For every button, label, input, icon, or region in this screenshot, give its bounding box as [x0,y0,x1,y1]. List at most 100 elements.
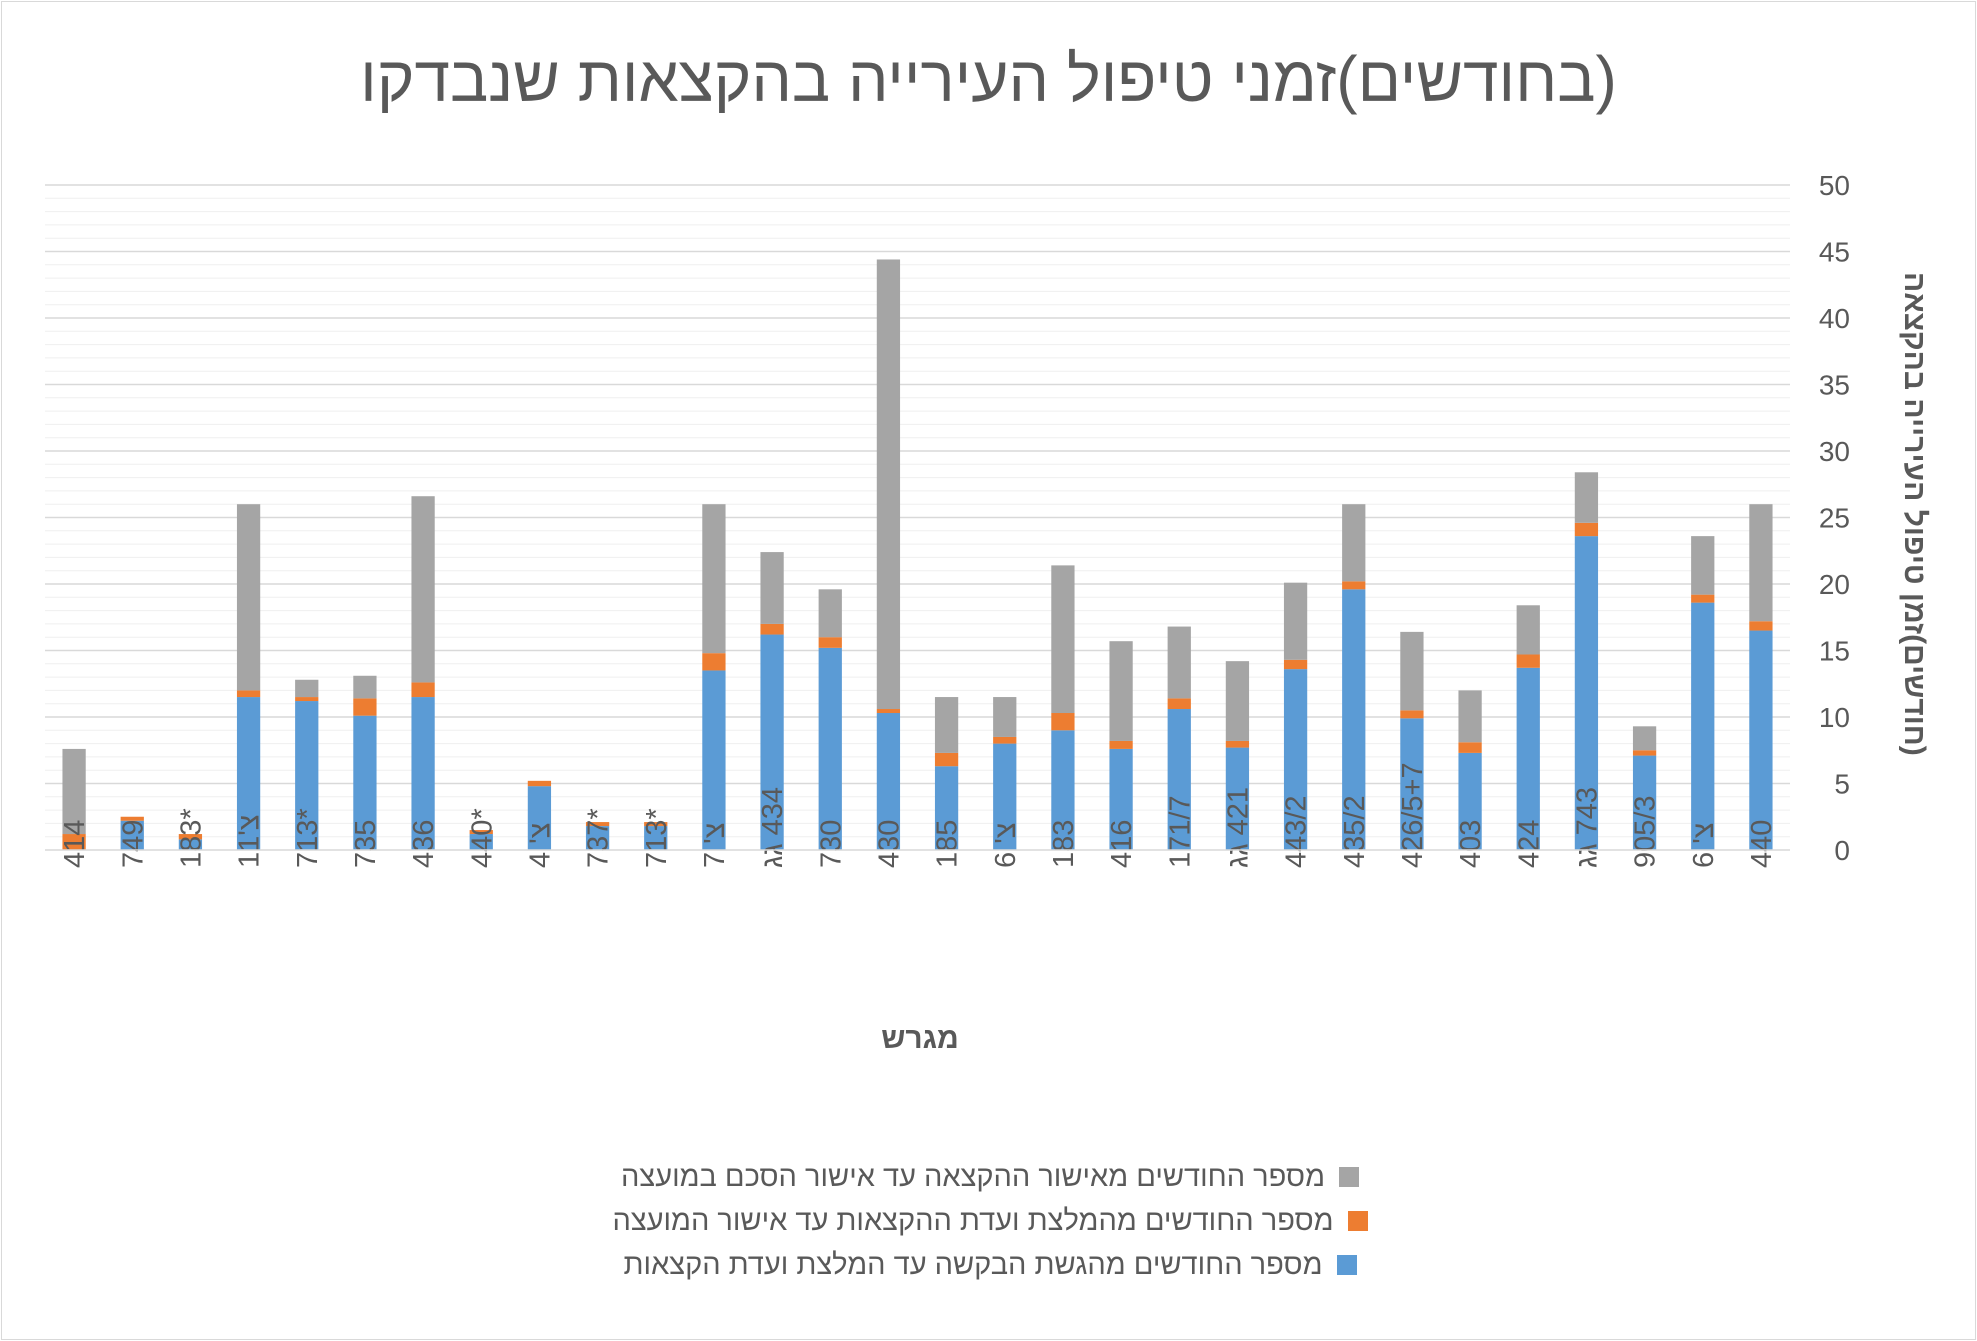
x-tick-label: 905/3 [1630,795,1662,868]
bar-segment-series-2 [1632,750,1657,756]
x-tick-label: 730 [815,820,847,868]
x-tick-label: 737* [583,808,615,868]
bar-segment-series-1 [411,697,435,850]
bar-segment-series-3 [62,748,86,835]
bar-segment-series-2 [1167,698,1191,710]
bar-segment-series-2 [527,780,552,787]
legend-label: מספר החודשים מהמלצת ועדת ההקצאות עד אישו… [612,1204,1334,1237]
x-axis-title: מגרש [881,1022,959,1055]
x-tick-label: 183* [175,808,207,868]
x-tick-label: 713* [641,808,673,868]
legend-label: מספר החודשים מאישור ההקצאה עד אישור הסכם… [621,1160,1325,1193]
x-tick-label: 183 [1048,820,1080,868]
x-tick-label: 435/2 [1339,795,1371,868]
bar-segment-series-1 [527,786,552,850]
bar-segment-series-2 [411,682,435,698]
bar-segment-series-1 [469,834,493,850]
bar-segment-series-2 [1691,594,1715,603]
x-tick-label: 440* [466,808,498,868]
x-tick-label: 426/5+7 [1397,762,1429,868]
bar-segment-series-2 [818,637,842,648]
bar-segment-series-1 [1516,667,1540,850]
bar-segment-series-1 [353,715,377,850]
bar-segment-series-3 [1458,690,1482,743]
bar-segment-series-2 [760,623,784,635]
y-tick-label: 35 [1819,370,1850,401]
x-tick-label: 749 [117,820,149,868]
x-tick-label: 430 [873,820,905,868]
y-tick-label: 30 [1819,436,1850,467]
bar-segment-series-1 [818,647,842,850]
legend-swatch [1336,1255,1357,1275]
x-tick-label: 434 גג [757,787,789,868]
bar-segment-series-1 [1400,718,1424,850]
x-tick-label: צ'11 [234,814,266,868]
x-tick-label: 403 [1455,820,1487,868]
bar-segment-series-2 [993,736,1017,744]
bar-segment-series-2 [1400,710,1424,719]
bar-segment-series-1 [1283,669,1308,850]
legend-label: מספר החודשים מהגשת הבקשה עד המלצת ועדת ה… [623,1248,1323,1281]
bar-segment-series-3 [760,552,784,624]
bar-segment-series-1 [1749,630,1773,850]
x-tick-label: 743 גג [1571,787,1603,868]
y-tick-label: 0 [1834,835,1850,866]
y-tick-label: 25 [1819,503,1850,534]
y-tick-label: 40 [1819,303,1850,334]
bar-segment-series-3 [1225,661,1250,741]
bar-segment-series-1 [1167,709,1191,850]
bar-segment-series-3 [236,504,261,691]
x-tick-label: 440 [1746,820,1778,868]
bar-segment-series-1 [702,670,726,850]
gridlines [45,184,1790,838]
y-tick-label: 15 [1819,636,1850,667]
x-tick-label: 171/7 [1164,795,1196,868]
x-tick-label: 713* [292,808,324,868]
chart-title: (בחודשים)זמני טיפול העירייה בהקצאות שנבד… [360,43,1617,115]
bar-segment-series-1 [1225,747,1250,850]
x-tick-label: 416 [1106,820,1138,868]
bar-segment-series-2 [1109,740,1133,749]
bar-segment-series-1 [993,743,1017,850]
bar-segment-series-2 [62,834,86,850]
bar-segment-series-2 [1458,742,1482,753]
x-tick-label: 424 [1513,820,1545,868]
bar-segment-series-1 [934,766,959,850]
y-tick-label: 20 [1819,569,1850,600]
bar-segment-series-2 [644,822,668,827]
axes: 0 5 10 15 20 25 30 35 40 45 50 414 749 183* צ'11 713* 73… [45,170,1850,868]
bar-segment-series-2 [1051,713,1075,731]
bar-segment-series-3 [934,697,959,753]
bar-segment-series-1 [1458,752,1482,850]
bar-segment-series-3 [876,259,901,710]
bar-segment-series-1 [644,826,668,850]
bar-segment-series-2 [236,690,261,698]
bar-segment-series-2 [702,653,726,671]
bar-segment-series-1 [1342,589,1366,850]
bar-segment-series-3 [1051,565,1075,714]
bar-segment-series-1 [1574,536,1599,850]
bar-segment-series-2 [353,698,377,716]
bar-segment-series-2 [295,697,319,702]
bar-segment-series-1 [1632,755,1657,850]
legend-swatch [1339,1167,1359,1187]
bar-segment-series-1 [178,839,203,850]
bar-segment-series-3 [993,697,1017,737]
y-tick-label: 50 [1819,170,1850,201]
legend-item: מספר החודשים מאישור ההקצאה עד אישור הסכם… [520,1155,1460,1199]
bar-segment-series-3 [295,679,319,698]
bar-segment-series-3 [1342,504,1366,582]
x-tick-label: 443/2 [1281,795,1313,868]
x-tick-label: 414 [59,820,91,868]
bar-segment-series-3 [1109,641,1133,741]
bar-segment-series-1 [585,826,610,850]
bar-segment-series-3 [1574,472,1599,523]
bar-segment-series-3 [1400,631,1424,711]
bar-segment-series-1 [295,701,319,850]
bar-segment-series-3 [818,589,842,638]
bar-segment-series-2 [1342,581,1366,590]
bar-segment-series-2 [1516,654,1540,668]
bar-segment-series-2 [120,816,144,821]
bar-segment-series-2 [1283,659,1308,670]
